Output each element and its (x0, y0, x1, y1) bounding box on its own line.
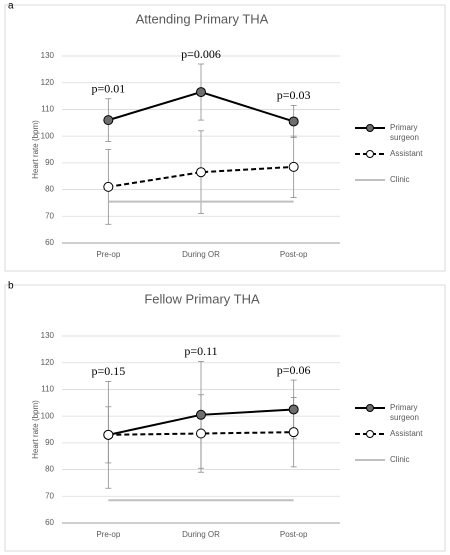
marker (288, 161, 299, 172)
chart-title: Fellow Primary THA (144, 291, 260, 306)
chart-title: Attending Primary THA (136, 11, 269, 26)
marker (103, 115, 114, 126)
y-tick-label: 70 (45, 211, 54, 220)
y-tick-label: 80 (45, 185, 54, 194)
legend-marker (366, 430, 374, 438)
y-tick-label: 80 (45, 465, 54, 474)
annotation: p=0.03 (277, 88, 311, 102)
x-tick-label: Pre-op (96, 250, 121, 259)
y-tick-label: 100 (41, 411, 55, 420)
marker (288, 404, 299, 415)
marker (103, 181, 114, 192)
y-tick-label: 130 (41, 51, 55, 60)
legend-marker (366, 404, 374, 412)
y-tick-label: 60 (45, 518, 54, 527)
legend-label: Clinic (390, 455, 410, 464)
marker (288, 427, 299, 438)
marker (103, 429, 114, 440)
y-tick-label: 120 (41, 78, 55, 87)
x-tick-label: Post-op (280, 250, 308, 259)
y-tick-label: 120 (41, 358, 55, 367)
series-line (108, 165, 294, 188)
x-tick-label: During OR (182, 530, 220, 539)
panel-border (4, 284, 446, 552)
y-tick-label: 130 (41, 331, 55, 340)
y-tick-label: 110 (41, 385, 54, 394)
annotation: p=0.01 (91, 81, 125, 95)
panel-label: b (8, 281, 14, 292)
legend-label: Assistant (390, 149, 423, 158)
y-tick-label: 70 (45, 491, 54, 500)
legend-label: Clinic (390, 175, 410, 184)
y-tick-label: 60 (45, 238, 54, 247)
y-axis-label: Heart rate (bpm) (31, 120, 40, 179)
marker (196, 428, 206, 439)
legend-label: Assistant (390, 429, 423, 438)
legend-label: Primary surgeon (390, 123, 419, 142)
y-tick-label: 100 (41, 131, 55, 140)
legend-marker (366, 124, 374, 132)
panel-label: a (8, 1, 14, 12)
marker (196, 167, 206, 178)
x-tick-label: During OR (182, 250, 220, 259)
legend-label: Primary surgeon (390, 403, 419, 422)
panel-border (4, 4, 446, 272)
legend-marker (366, 150, 374, 158)
marker (288, 116, 299, 127)
marker (196, 409, 206, 420)
y-axis-label: Heart rate (bpm) (31, 400, 40, 459)
annotation: p=0.06 (277, 363, 311, 377)
y-tick-label: 110 (41, 105, 54, 114)
annotation: p=0.11 (184, 344, 217, 358)
annotation: p=0.15 (91, 364, 125, 378)
x-tick-label: Post-op (280, 530, 308, 539)
y-tick-label: 90 (45, 438, 54, 447)
annotation: p=0.006 (181, 47, 221, 61)
x-tick-label: Pre-op (96, 530, 121, 539)
marker (196, 87, 206, 98)
y-tick-label: 90 (45, 158, 54, 167)
